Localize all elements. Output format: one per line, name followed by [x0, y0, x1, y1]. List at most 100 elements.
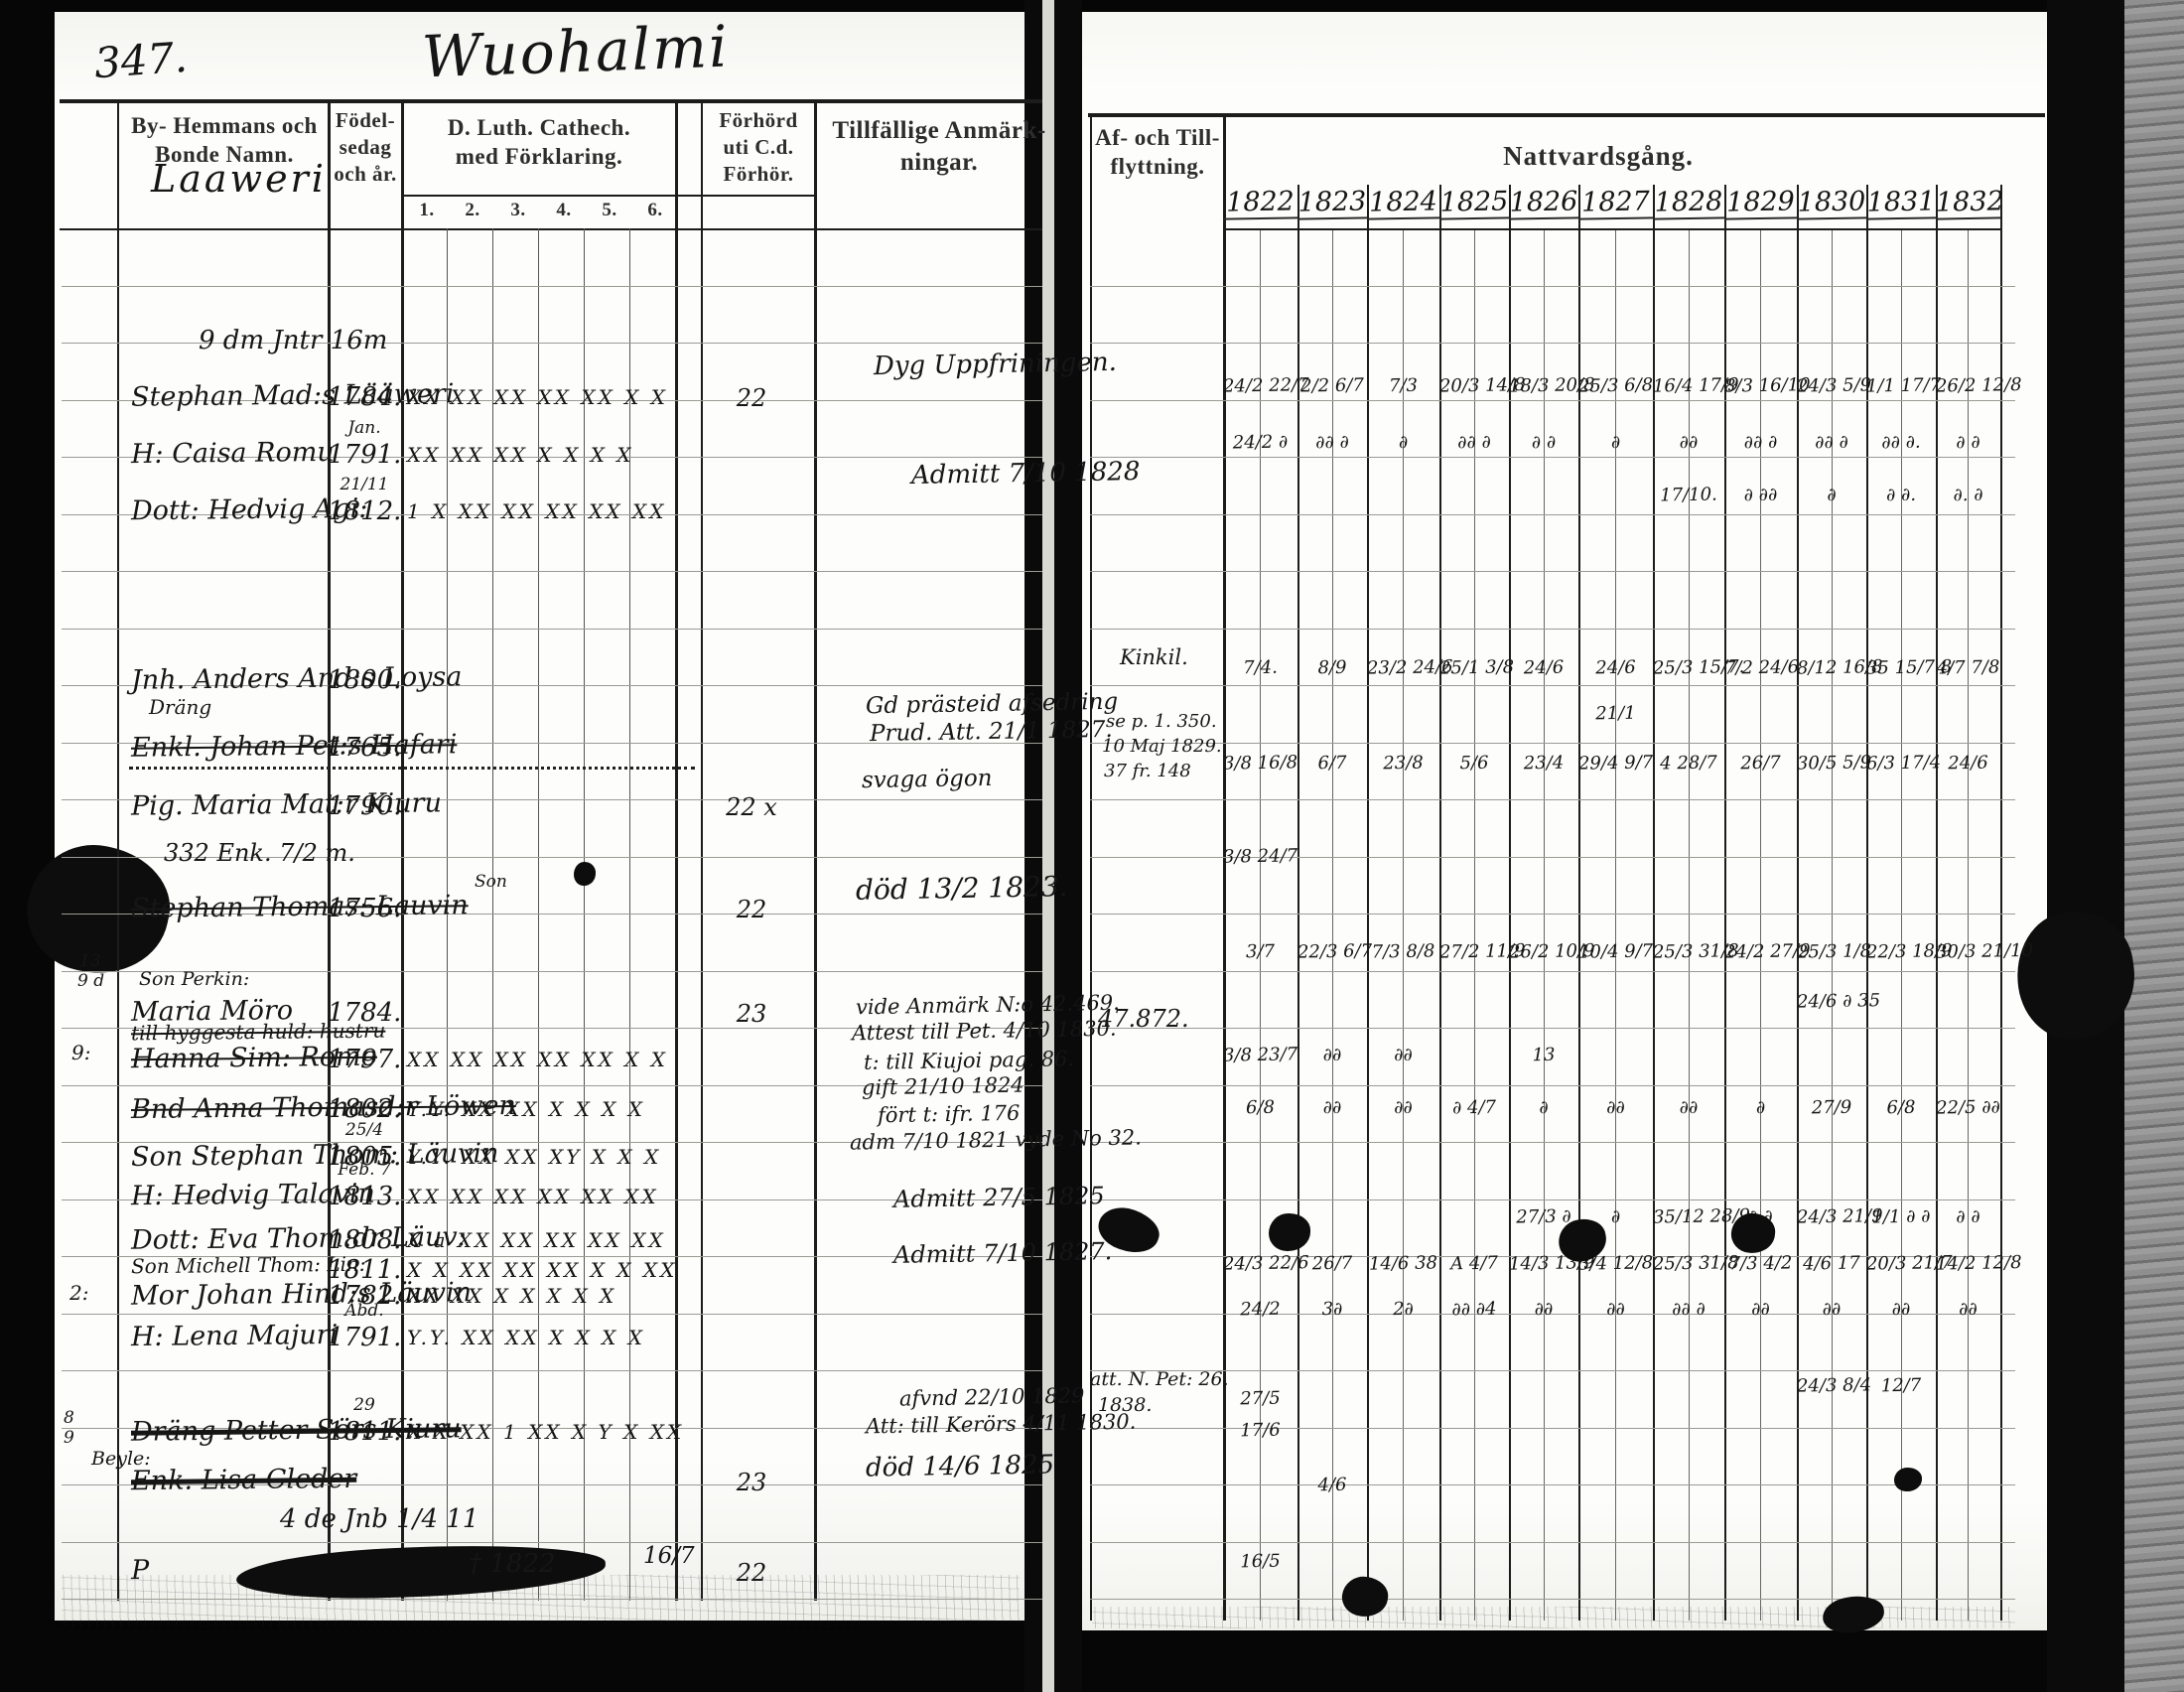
birth-date-superscript: Abd.	[344, 1301, 384, 1321]
communion-entry: 4/6	[1317, 1474, 1347, 1496]
communion-entry: 6/3 17/4	[1865, 752, 1942, 775]
communion-entry: 25/1 3/8	[1438, 656, 1515, 679]
ink-blot	[574, 862, 596, 886]
grid-line	[62, 457, 1042, 458]
gutter-paper-sliver	[1042, 0, 1054, 1692]
grid-line	[62, 286, 1042, 287]
examination-mark: 23	[736, 1469, 767, 1496]
grid-line	[1090, 1428, 2015, 1429]
birth-year: 1808.	[328, 1225, 402, 1255]
margin-note: Son	[475, 872, 507, 892]
communion-entry: 7/4.	[1242, 656, 1279, 679]
grid-line	[1090, 971, 2015, 972]
communion-entry: 27/2 11/9	[1438, 940, 1526, 963]
remark-note: Prud. Att. 21/1 1827.	[869, 716, 1113, 748]
catechism-subcolumn-number: 3.	[510, 200, 526, 220]
birth-year: 1784.	[328, 998, 402, 1028]
examination-mark: 22	[736, 896, 767, 923]
year-label: 1825	[1438, 186, 1510, 220]
grid-line	[401, 99, 404, 1601]
communion-entry: 35 15/7 8	[1865, 656, 1953, 679]
communion-entry: 26/2 10/9	[1508, 940, 1595, 963]
catechism-subcolumn-number: 6.	[647, 200, 663, 220]
catechism-subcolumn-number: 5.	[602, 200, 617, 220]
communion-entry: ∂∂	[1751, 1298, 1770, 1321]
communion-entry: ∂ ∂.	[1885, 484, 1917, 506]
communion-entry: ∂∂ ∂	[1743, 431, 1778, 454]
communion-entry: 24/3 22/6	[1222, 1252, 1309, 1275]
migration-note: att. N. Pet: 26.	[1090, 1368, 1229, 1390]
communion-entry: 22/5 ∂∂	[1935, 1096, 2001, 1119]
year-label: 1827	[1577, 186, 1654, 220]
remark-note: Admitt 27/5 1825	[892, 1182, 1105, 1213]
handwritten-name: H: Caisa Romu	[130, 436, 335, 471]
grid-line	[447, 228, 448, 1601]
grid-line	[1866, 185, 1868, 1621]
grid-line	[584, 228, 585, 1601]
grid-line	[675, 99, 678, 1601]
birth-date-superscript: Jan.	[347, 418, 381, 438]
communion-entry: 8/9	[1317, 656, 1347, 679]
communion-entry: 3/8 24/7	[1222, 845, 1298, 868]
communion-entry: 24/6 ∂ 35	[1796, 990, 1881, 1013]
handwritten-name: Enk. Lisa Cleder	[130, 1463, 357, 1497]
communion-entry: ∂∂	[1322, 1044, 1342, 1066]
grid-line	[1090, 343, 2015, 344]
communion-entry: 24/3 21/9	[1796, 1205, 1883, 1228]
communion-entry: 24/6	[1595, 656, 1636, 679]
birth-year: 1797.	[328, 1045, 402, 1074]
communion-entry: 8/3 16/10	[1723, 374, 1811, 397]
grid-line	[1724, 185, 1726, 1621]
ink-blot	[1269, 1213, 1310, 1251]
year-label: 1831	[1865, 186, 1937, 220]
binding-edge-bottom	[0, 1630, 2184, 1692]
communion-entry: 3/8 23/7	[1222, 1044, 1298, 1066]
grid-line	[1090, 514, 2015, 515]
handwritten-name: Enkl. Johan Pet:s Hafari	[130, 729, 458, 764]
binding-edge-top	[0, 0, 2184, 12]
communion-entry: 25/3 31/8	[1652, 940, 1739, 963]
birth-date-superscript: 21/11	[340, 475, 389, 494]
marbled-edge	[2124, 0, 2184, 1692]
communion-entry: ∂∂	[1606, 1096, 1625, 1119]
migration-note: 37 fr. 148	[1104, 761, 1191, 781]
communion-entry: 14/2 12/8	[1935, 1252, 2022, 1275]
communion-entry: 1/1 ∂ ∂	[1871, 1205, 1931, 1228]
migration-note: Kinkil.	[1120, 645, 1188, 669]
birth-year: 1800.	[328, 665, 402, 695]
grid-line	[60, 228, 1042, 230]
communion-entry: 26/2 12/8	[1935, 374, 2022, 397]
grid-line	[62, 1542, 1042, 1543]
communion-entry: 7/3 8/8	[1371, 940, 1435, 963]
grid-line	[1403, 230, 1404, 1621]
communion-entry: ∂∂ ∂.	[1881, 431, 1921, 454]
communion-entry: 20/3 21/7	[1865, 1252, 1953, 1275]
communion-entry: 3/8 16/8	[1222, 752, 1298, 775]
communion-entry: ∂ ∂	[1956, 431, 1980, 454]
grid-line	[1090, 571, 2015, 572]
communion-entry: ∂∂	[1606, 1298, 1625, 1321]
grid-line	[1474, 230, 1475, 1621]
communion-entry: 4/6 17	[1803, 1252, 1860, 1275]
dotted-rule	[129, 767, 695, 770]
margin-note: Beyle:	[91, 1448, 151, 1470]
migration-note: se p. 1. 350.	[1106, 711, 1217, 732]
grid-line	[1653, 185, 1655, 1621]
communion-entry: 7/3	[1388, 374, 1419, 397]
grid-line	[1090, 1142, 2015, 1143]
catechism-marks: XX XX X X X X X	[407, 1284, 617, 1308]
communion-entry: ∂∂ ∂4	[1451, 1298, 1497, 1321]
margin-note: 9 dm Jntr 16m	[199, 326, 388, 355]
margin-note: 2:	[69, 1281, 89, 1305]
grid-line	[1090, 629, 2015, 630]
binding-edge-left	[0, 0, 55, 1692]
grid-line	[1367, 185, 1369, 1621]
grid-line	[62, 400, 1042, 401]
birth-year: 1812.	[328, 496, 402, 526]
communion-entry: 14/6 38	[1368, 1252, 1438, 1275]
communion-entry: 22/3 6/7	[1297, 940, 1373, 963]
birth-year: 1782.	[328, 1281, 402, 1311]
communion-entry: A 4/7	[1449, 1252, 1499, 1275]
communion-entry: 23/8	[1383, 752, 1424, 775]
